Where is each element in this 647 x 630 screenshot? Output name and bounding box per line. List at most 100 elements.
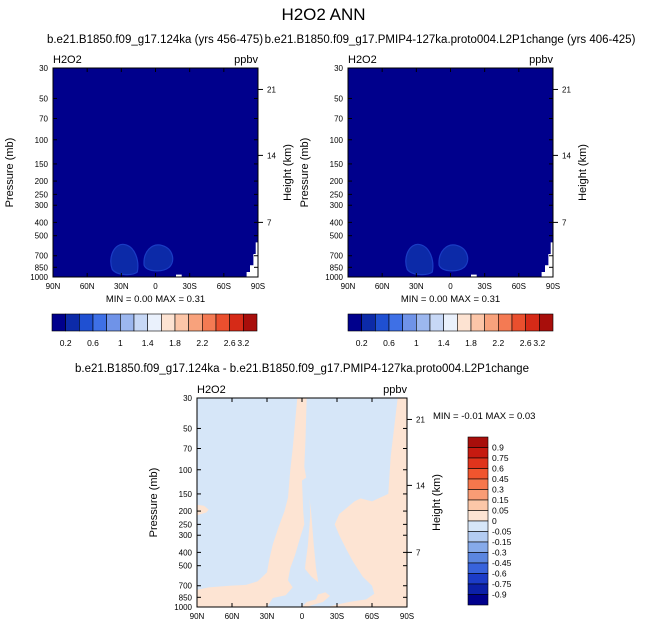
y-tick-label: 100 bbox=[35, 136, 49, 145]
y-tick-label: 70 bbox=[39, 115, 48, 124]
x-tick-label: 60N bbox=[225, 612, 240, 621]
colorbar-label: -0.15 bbox=[492, 537, 512, 547]
colorbar-label: 3.2 bbox=[533, 338, 545, 348]
contour-blob bbox=[110, 243, 139, 276]
colorbar-box bbox=[467, 499, 489, 511]
colorbar-box bbox=[467, 583, 489, 595]
colorbar: 0.90.750.60.450.30.150.050-0.05-0.15-0.3… bbox=[467, 436, 512, 606]
y-tick-label: 400 bbox=[35, 218, 49, 227]
colorbar-label: -0.3 bbox=[492, 548, 507, 558]
panel-title: b.e21.B1850.f09_g17.PMIP4-127ka.proto004… bbox=[265, 34, 636, 46]
colorbar-box bbox=[161, 313, 176, 332]
y-tick-label: 250 bbox=[179, 520, 193, 529]
colorbar-label: 0.15 bbox=[492, 495, 509, 505]
min-max-label: MIN = 0.00 MAX = 0.31 bbox=[106, 294, 205, 305]
colorbar-box bbox=[429, 313, 444, 332]
x-tick-label: 90S bbox=[400, 612, 414, 621]
colorbar-box bbox=[498, 313, 513, 332]
colorbar-label: -0.75 bbox=[492, 579, 512, 589]
field-fill bbox=[53, 68, 258, 277]
chart-panel-3: b.e21.B1850.f09_g17.124ka - b.e21.B1850.… bbox=[75, 363, 535, 621]
colorbar-box bbox=[106, 313, 121, 332]
y2-tick-label: 21 bbox=[416, 415, 425, 424]
colorbar-label: 0.2 bbox=[60, 338, 72, 348]
y-axis-label: Pressure (mb) bbox=[148, 468, 160, 538]
colorbar-label: 2.2 bbox=[196, 338, 208, 348]
y-tick-label: 70 bbox=[334, 115, 343, 124]
colorbar-label: 1 bbox=[118, 338, 123, 348]
colorbar-box bbox=[188, 313, 203, 332]
right-string: ppbv bbox=[383, 384, 407, 396]
y-axis-label: Pressure (mb) bbox=[4, 138, 16, 208]
colorbar-box bbox=[375, 313, 390, 332]
y-tick-label: 70 bbox=[183, 445, 192, 454]
y-tick-label: 150 bbox=[179, 490, 193, 499]
y-tick-label: 300 bbox=[35, 201, 49, 210]
colorbar-label: 0.3 bbox=[492, 485, 504, 495]
colorbar-label: 0.2 bbox=[356, 338, 368, 348]
y2-axis-label: Height (km) bbox=[431, 474, 443, 531]
colorbar-label: 1 bbox=[414, 338, 419, 348]
plot-area bbox=[53, 68, 258, 277]
colorbar-label: 0 bbox=[492, 516, 497, 526]
x-tick-label: 90N bbox=[341, 282, 356, 291]
colorbar-box bbox=[511, 313, 526, 332]
colorbar-box bbox=[402, 313, 417, 332]
y2-tick-label: 14 bbox=[267, 151, 276, 160]
colorbar-label: 0.9 bbox=[492, 443, 504, 453]
surface-mask bbox=[541, 242, 553, 277]
colorbar-box bbox=[92, 313, 107, 332]
y-tick-label: 400 bbox=[330, 218, 344, 227]
colorbar-box bbox=[467, 489, 489, 501]
min-max-label: MIN = 0.00 MAX = 0.31 bbox=[401, 294, 500, 305]
surface-mask bbox=[176, 274, 182, 277]
y-tick-label: 300 bbox=[179, 531, 193, 540]
colorbar-box bbox=[443, 313, 458, 332]
y-axis-label: Pressure (mb) bbox=[299, 138, 311, 208]
y-tick-label: 30 bbox=[39, 64, 48, 73]
colorbar-label: 2.2 bbox=[492, 338, 504, 348]
colorbar-box bbox=[51, 313, 66, 332]
colorbar-label: 1.4 bbox=[438, 338, 450, 348]
chart-panel-2: b.e21.B1850.f09_g17.PMIP4-127ka.proto004… bbox=[265, 34, 636, 348]
colorbar-label: 0.75 bbox=[492, 453, 509, 463]
colorbar-label: 2.6 bbox=[224, 338, 236, 348]
colorbar: 0.2 0.6 1 1.4 1.8 2.2 2.6 3.2 bbox=[51, 313, 258, 348]
colorbar-box bbox=[467, 573, 489, 585]
x-tick-label: 30S bbox=[183, 282, 197, 291]
plot-area bbox=[197, 398, 407, 607]
y-tick-label: 500 bbox=[330, 232, 344, 241]
colorbar-box bbox=[467, 457, 489, 469]
colorbar-box bbox=[467, 552, 489, 564]
page-title: H2O2 ANN bbox=[281, 5, 366, 24]
left-string: H2O2 bbox=[197, 384, 226, 396]
field-positive bbox=[197, 398, 407, 607]
colorbar-box bbox=[467, 468, 489, 480]
y-tick-label: 1000 bbox=[174, 603, 192, 612]
y-tick-label: 500 bbox=[179, 562, 193, 571]
colorbar-box bbox=[416, 313, 431, 332]
y-tick-label: 250 bbox=[330, 190, 344, 199]
colorbar-box bbox=[539, 313, 554, 332]
y2-tick-label: 21 bbox=[562, 85, 571, 94]
colorbar-label: 0.6 bbox=[383, 338, 395, 348]
colorbar-box bbox=[79, 313, 94, 332]
colorbar-box bbox=[388, 313, 403, 332]
colorbar-label: 0.45 bbox=[492, 474, 509, 484]
colorbar-box bbox=[467, 436, 489, 448]
y2-tick-label: 14 bbox=[562, 151, 571, 160]
colorbar-box bbox=[470, 313, 485, 332]
colorbar: 0.2 0.6 1 1.4 1.8 2.2 2.6 3.2 bbox=[347, 313, 554, 348]
y-tick-label: 200 bbox=[330, 177, 344, 186]
colorbar-box bbox=[215, 313, 230, 332]
field-positive bbox=[197, 504, 209, 516]
surface-mask bbox=[471, 274, 477, 277]
colorbar-label: 0.6 bbox=[492, 464, 504, 474]
colorbar-box bbox=[147, 313, 162, 332]
colorbar-box bbox=[467, 510, 489, 522]
x-tick-label: 60N bbox=[375, 282, 390, 291]
colorbar-box bbox=[484, 313, 499, 332]
y-tick-label: 150 bbox=[330, 160, 344, 169]
colorbar-label: -0.05 bbox=[492, 527, 512, 537]
